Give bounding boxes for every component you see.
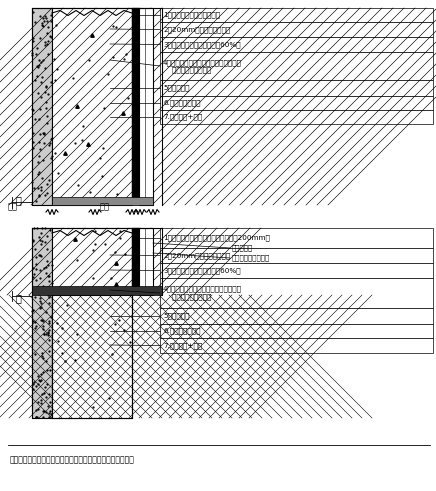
Bar: [160, 110, 433, 124]
Bar: [160, 52, 433, 80]
Text: 5、抹面胶浆: 5、抹面胶浆: [163, 84, 190, 91]
Bar: [160, 324, 433, 338]
Bar: [160, 8, 433, 22]
Bar: [52, 228, 132, 295]
Text: 室内: 室内: [100, 202, 110, 212]
Bar: [52, 197, 153, 205]
Bar: [139, 8, 153, 205]
Text: 6.水泥砂浆结合层: 6.水泥砂浆结合层: [163, 100, 201, 107]
Bar: [160, 80, 433, 96]
Bar: [160, 96, 433, 110]
Text: 2、20mm厚水泥砂浆找平层: 2、20mm厚水泥砂浆找平层: [163, 252, 230, 259]
Text: 嵌缝密封胶及周缝胶: 嵌缝密封胶及周缝胶: [232, 255, 270, 261]
Text: 7.柔性腻子+涂料: 7.柔性腻子+涂料: [163, 114, 202, 120]
Text: 3、胶粘剂（粘接面积不小于60%）: 3、胶粘剂（粘接面积不小于60%）: [163, 267, 241, 274]
Text: 发泡聚氨酯: 发泡聚氨酯: [232, 245, 253, 251]
Text: 1、基层墙体（钢筋混凝土）: 1、基层墙体（钢筋混凝土）: [163, 12, 220, 18]
Text: 回: 回: [15, 293, 21, 303]
Bar: [160, 248, 433, 263]
Bar: [160, 22, 433, 37]
Bar: [139, 228, 153, 295]
Text: 注：保温层厚度详节能设计说明专篇，可采用配套保温砂浆。: 注：保温层厚度详节能设计说明专篇，可采用配套保温砂浆。: [10, 456, 135, 464]
Bar: [32, 8, 52, 205]
Text: 7.柔性腻子+涂料: 7.柔性腻子+涂料: [163, 342, 202, 349]
Text: 4、难燃型膨胀聚苯板（外保温层，厚度
    详见节能设计专篇）: 4、难燃型膨胀聚苯板（外保温层，厚度 详见节能设计专篇）: [163, 286, 242, 300]
Text: 5、抹面胶浆: 5、抹面胶浆: [163, 313, 190, 319]
Bar: [160, 338, 433, 353]
Text: 1、基层墙体（厚壁型烧结页岩空心砖200mm）: 1、基层墙体（厚壁型烧结页岩空心砖200mm）: [163, 235, 270, 241]
Text: 2、20mm厚水泥砂浆找平层: 2、20mm厚水泥砂浆找平层: [163, 26, 230, 33]
Bar: [160, 278, 433, 308]
Bar: [132, 8, 139, 205]
Bar: [160, 308, 433, 324]
Bar: [160, 263, 433, 278]
Bar: [52, 295, 132, 418]
Bar: [132, 228, 139, 295]
Text: 4、难燃型膨胀聚苯板（外保温层，厚度
    详见节能设计专篇）: 4、难燃型膨胀聚苯板（外保温层，厚度 详见节能设计专篇）: [163, 59, 242, 73]
Text: 回: 回: [15, 195, 21, 205]
Text: 室外: 室外: [8, 202, 18, 212]
Bar: [160, 37, 433, 52]
Bar: [32, 286, 162, 295]
Bar: [160, 228, 433, 248]
Bar: [52, 8, 132, 205]
Text: 6.水泥砂浆结合层: 6.水泥砂浆结合层: [163, 327, 201, 334]
Bar: [32, 228, 52, 418]
Text: 3、胶粘剂（粘接面积不小于60%）: 3、胶粘剂（粘接面积不小于60%）: [163, 41, 241, 48]
